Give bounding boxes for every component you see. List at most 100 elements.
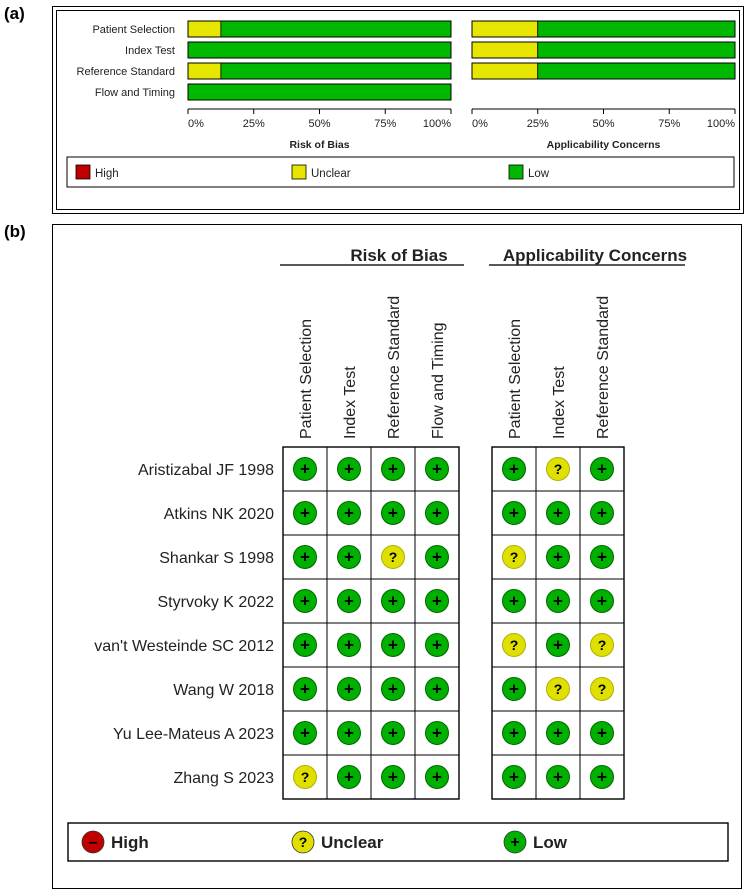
ac-cell-symbol: + <box>553 592 563 611</box>
rob-cell-circle <box>293 721 317 745</box>
ac-cell-symbol: + <box>509 724 519 743</box>
summary-bar-charts: Patient Selection Index Test Reference Sta… <box>66 20 736 188</box>
rob-cell-circle <box>293 545 317 569</box>
ac-cell-symbol: + <box>509 592 519 611</box>
ac-cell-circle <box>546 545 570 569</box>
study-label: Wang W 2018 <box>173 682 274 699</box>
bar-0-2-unclear <box>187 62 222 80</box>
rob-cell-symbol: + <box>432 636 442 655</box>
rob-cell-symbol: + <box>388 680 398 699</box>
bar-outline-1-1 <box>471 41 736 59</box>
column-header-1-2: Reference Standard <box>595 296 612 439</box>
rob-cell-symbol: + <box>344 724 354 743</box>
ac-cell-circle <box>590 677 614 701</box>
ac-cell-circle <box>502 721 526 745</box>
column-header-0-2: Reference Standard <box>386 296 403 439</box>
rob-cell-symbol: ? <box>301 769 310 785</box>
rob-cell-circle <box>337 721 361 745</box>
rob-cell-symbol: + <box>344 680 354 699</box>
category-label-0: Patient Selection <box>92 24 175 36</box>
ac-cell-circle <box>502 457 526 481</box>
rob-cell-symbol: + <box>344 504 354 523</box>
rob-cell-symbol: + <box>432 548 442 567</box>
legend-label-unclear: Unclear <box>311 168 351 180</box>
tick-label-0-2: 50% <box>308 118 330 130</box>
tick-label-1-3: 75% <box>658 118 680 130</box>
study-label: Atkins NK 2020 <box>164 506 274 523</box>
panel-a-frame <box>52 6 744 214</box>
rob-cell-symbol: + <box>344 548 354 567</box>
column-header-1-1: Index Test <box>551 366 568 439</box>
rob-cell-circle <box>337 765 361 789</box>
tick-label-0-3: 75% <box>374 118 396 130</box>
rob-cell-circle <box>293 589 317 613</box>
bar-0-1-low <box>187 41 452 59</box>
tick-label-0-0: 0% <box>188 118 204 130</box>
ac-cell-circle <box>590 589 614 613</box>
ac-cell-symbol: ? <box>554 681 563 697</box>
study-label: Yu Lee-Mateus A 2023 <box>113 726 274 743</box>
bar-1-1-low <box>537 41 736 59</box>
legend-unclear-symbol: ? <box>299 834 308 850</box>
column-header-0-1: Index Test <box>342 366 359 439</box>
rob-cell-circle <box>337 589 361 613</box>
rob-cell-symbol: + <box>344 460 354 479</box>
bar-0-2-low <box>220 62 452 80</box>
ac-cell-circle <box>546 721 570 745</box>
ac-cell-symbol: + <box>509 460 519 479</box>
bar-outline-1-2 <box>471 62 736 80</box>
study-label: Aristizabal JF 1998 <box>138 462 274 479</box>
rob-cell-circle <box>293 501 317 525</box>
legend-label-low: Low <box>528 168 550 180</box>
group-title-1: Applicability Concerns <box>503 246 687 265</box>
rob-cell-circle <box>425 457 449 481</box>
rob-cell-circle <box>425 677 449 701</box>
rob-cell-circle <box>337 633 361 657</box>
rob-cell-circle <box>293 457 317 481</box>
ac-cell-circle <box>502 501 526 525</box>
category-label-1: Index Test <box>125 45 175 57</box>
legend-unclear-label: Unclear <box>321 833 384 852</box>
rob-cell-symbol: + <box>388 592 398 611</box>
bar-outline-0-0 <box>187 20 452 38</box>
ac-cell-symbol: + <box>597 768 607 787</box>
panel-a-label: (a) <box>4 4 25 23</box>
legend-high-symbol: – <box>89 834 98 851</box>
rob-cell-symbol: + <box>344 768 354 787</box>
rob-cell-circle <box>381 545 405 569</box>
chart-title-1: Applicability Concerns <box>547 139 661 151</box>
ac-cell-symbol: ? <box>554 461 563 477</box>
rob-cell-symbol: + <box>432 680 442 699</box>
rob-cell-symbol: + <box>344 636 354 655</box>
legend-low-symbol: + <box>510 834 519 851</box>
ac-cell-symbol: + <box>553 504 563 523</box>
rob-cell-circle <box>425 589 449 613</box>
tick-label-0-1: 25% <box>243 118 265 130</box>
rob-cell-circle <box>425 633 449 657</box>
ac-cell-circle <box>590 721 614 745</box>
bar-1-1-unclear <box>471 41 539 59</box>
legend-box <box>66 156 735 188</box>
ac-cell-circle <box>502 677 526 701</box>
panel-b-label: (b) <box>4 222 26 241</box>
ac-cell-circle <box>590 501 614 525</box>
ac-cell-symbol: + <box>597 724 607 743</box>
legend-label-high: High <box>95 168 119 180</box>
rob-cell-circle <box>381 589 405 613</box>
tick-label-1-4: 100% <box>707 118 735 130</box>
rob-cell-circle <box>293 633 317 657</box>
category-label-2: Reference Standard <box>77 66 175 78</box>
ac-cell-circle <box>590 633 614 657</box>
rob-cell-circle <box>337 677 361 701</box>
rob-cell-circle <box>381 765 405 789</box>
rob-cell-symbol: + <box>300 724 310 743</box>
rob-cell-circle <box>425 765 449 789</box>
category-label-3: Flow and Timing <box>95 87 175 99</box>
ac-cell-circle <box>546 765 570 789</box>
bar-0-3-low <box>187 83 452 101</box>
ac-cell-symbol: + <box>553 768 563 787</box>
rob-cell-symbol: + <box>300 504 310 523</box>
ac-cell-symbol: ? <box>510 637 519 653</box>
legend-swatch-unclear <box>291 164 307 180</box>
bar-outline-1-0 <box>471 20 736 38</box>
